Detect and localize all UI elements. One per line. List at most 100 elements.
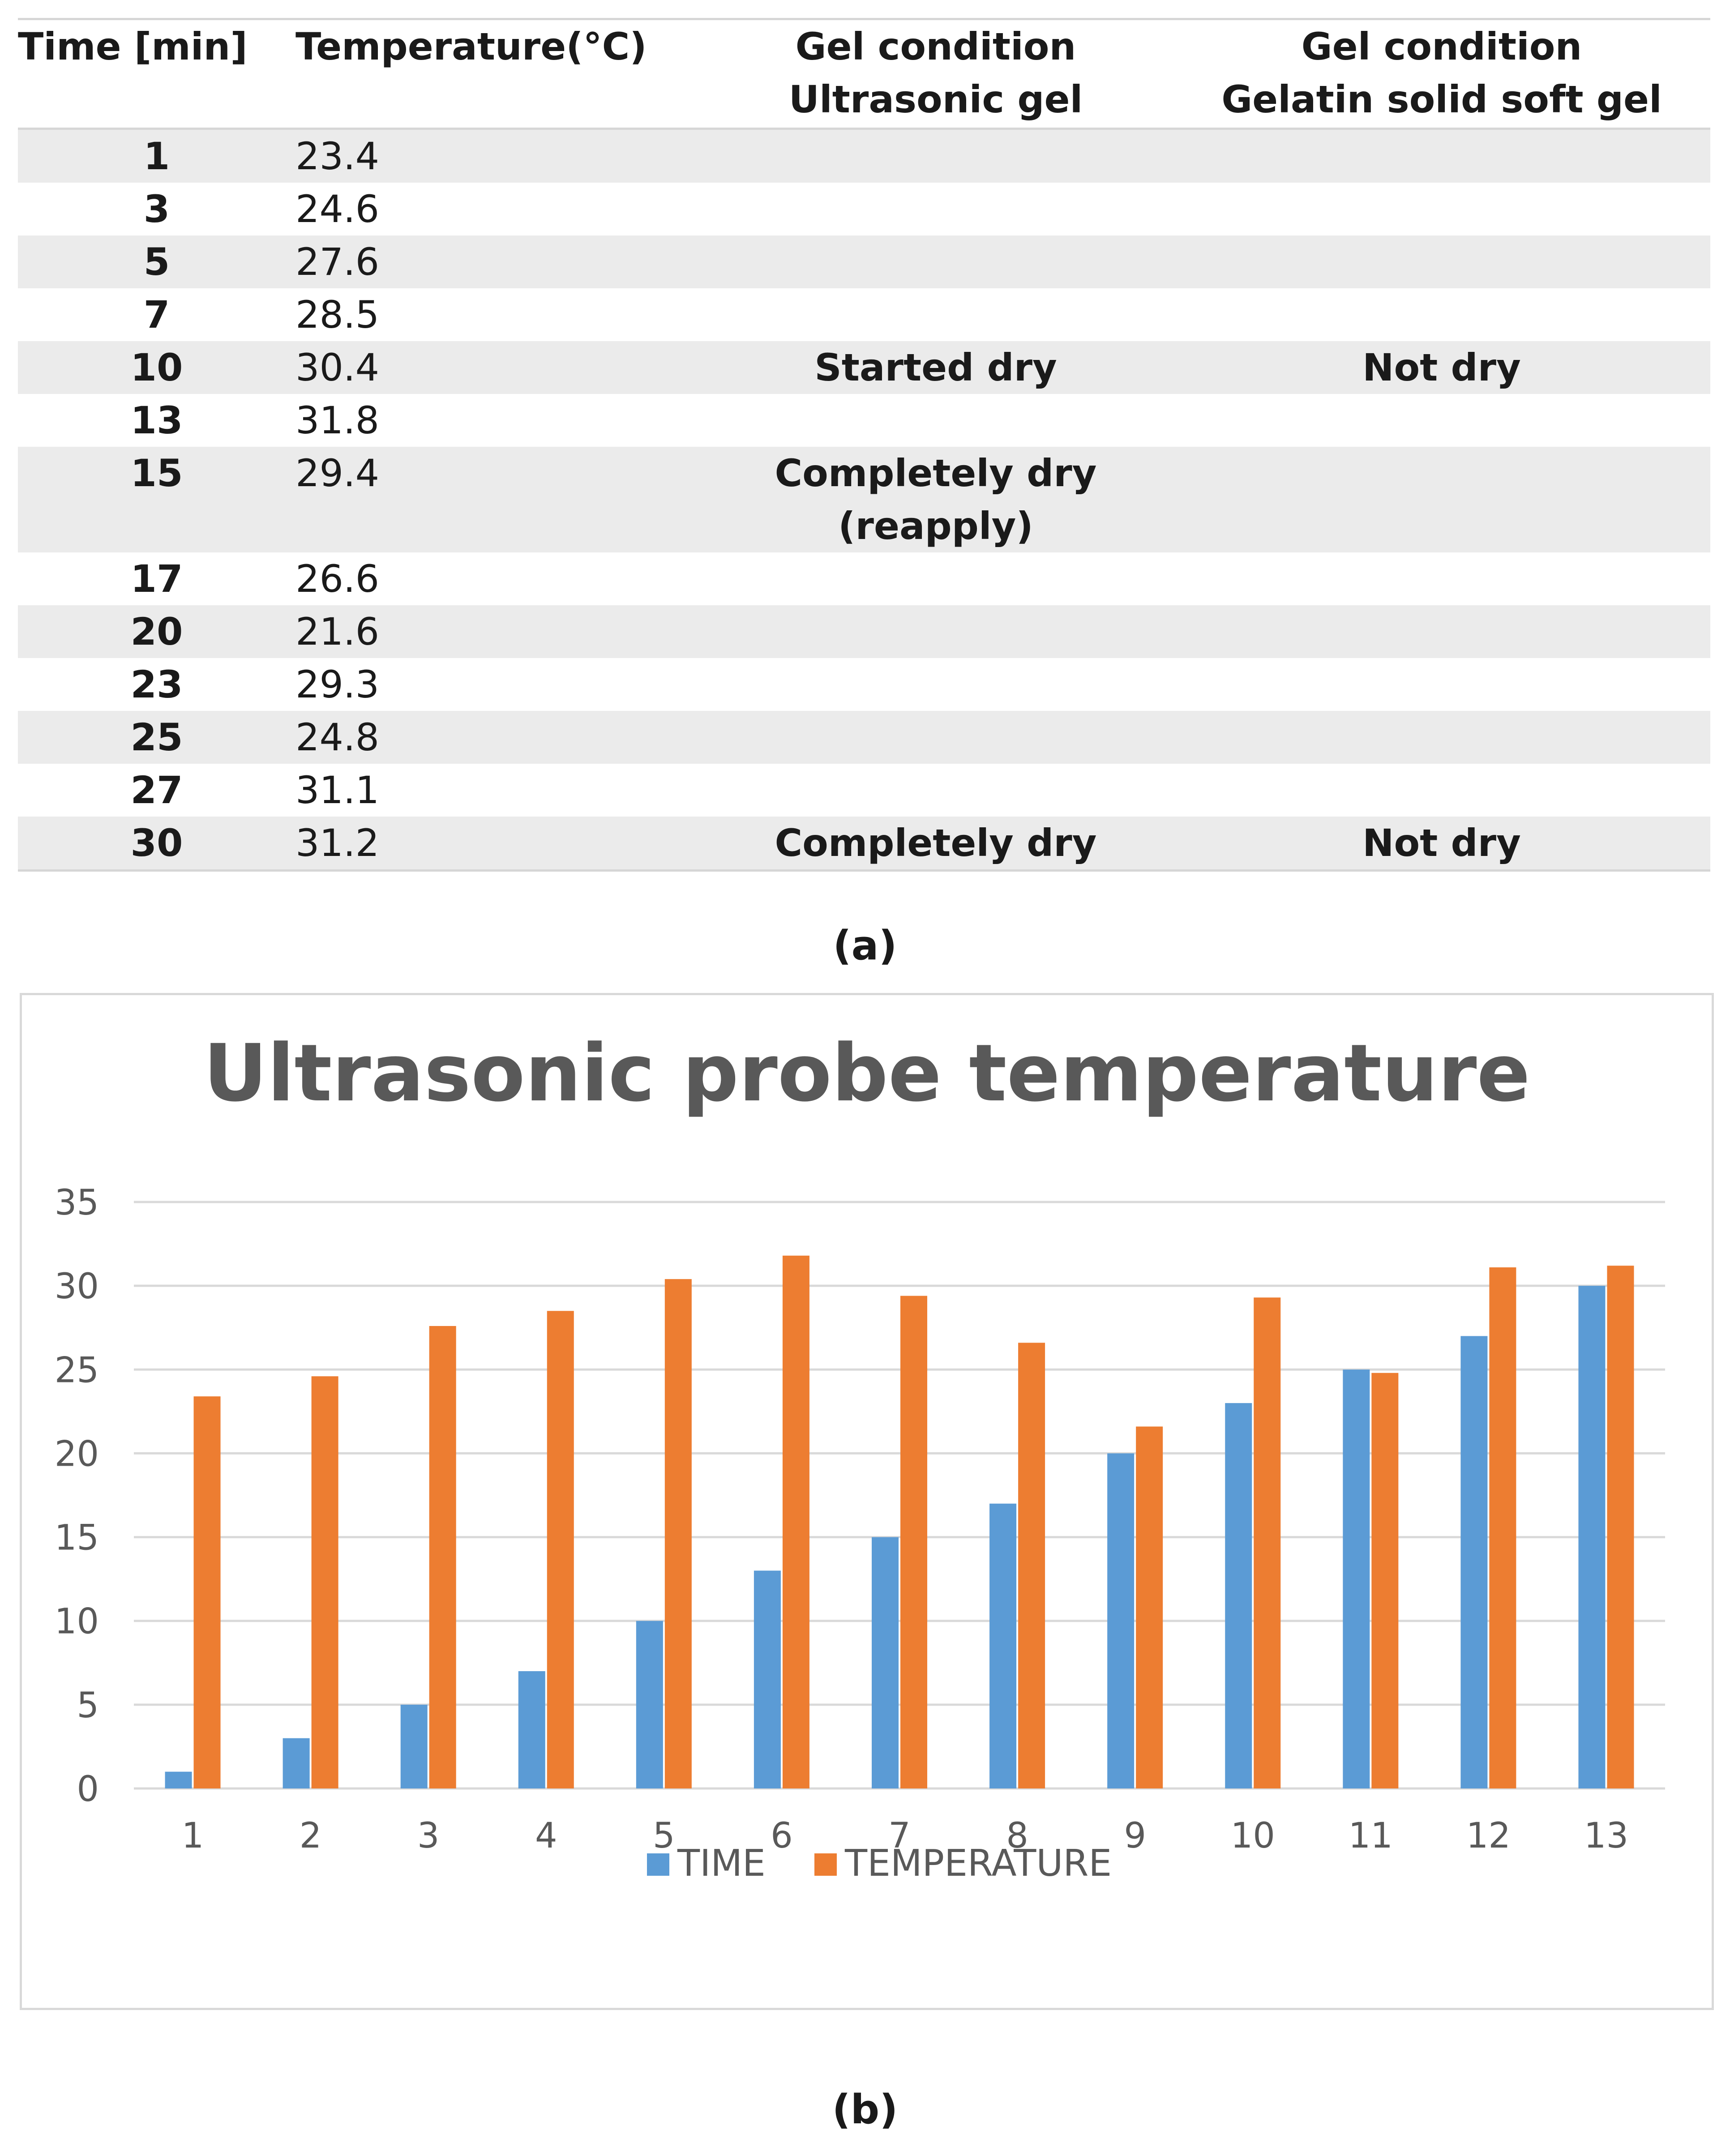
chart-title: Ultrasonic probe temperature [203,1027,1530,1119]
cell-ultrasonic-gel [698,658,1173,711]
x-tick-label: 11 [1349,1816,1393,1856]
cell-time: 23 [130,663,183,706]
x-tick-label: 6 [771,1816,793,1856]
cell-temperature: 23.4 [295,134,380,178]
table-row: 23 29.3 [18,658,1710,711]
bar-temperature [311,1376,338,1788]
cell-temperature: 28.5 [295,293,380,337]
bar-time [989,1503,1017,1788]
bar-time [1225,1403,1252,1788]
cell-time: 20 [130,610,183,654]
bar-time [283,1738,310,1788]
bar-temperature [1136,1426,1163,1788]
cell-gelatin-gel [1173,605,1710,658]
cell-time: 25 [130,715,183,759]
x-tick-label: 3 [417,1816,440,1856]
bar-temperature [1607,1266,1634,1788]
cell-temperature: 27.6 [295,240,380,284]
cell-temperature: 30.4 [295,346,380,389]
cell-gelatin-gel [1173,764,1710,817]
bar-temperature [1254,1297,1281,1788]
y-tick-label: 25 [55,1350,99,1390]
bar-chart: Ultrasonic probe temperature051015202530… [55,1027,1665,1885]
bar-time [872,1537,899,1788]
cell-time: 13 [130,398,183,442]
bar-temperature [1018,1343,1045,1788]
y-tick-label: 35 [55,1183,99,1223]
cell-gelatin-gel: Not dry [1362,346,1521,389]
bar-temperature [429,1326,456,1788]
cell-temperature: 24.6 [295,187,380,231]
cell-temperature: 31.2 [295,821,380,865]
cell-gelatin-gel [1173,711,1710,764]
x-tick-label: 13 [1584,1816,1628,1856]
bar-temperature [664,1279,692,1788]
cell-time: 30 [130,821,183,865]
cell-gelatin-gel [1173,394,1710,447]
cell-ultrasonic-gel: Completely dry (reapply) [775,451,1097,548]
table-row: 10 30.4 Started dry Not dry [18,341,1710,394]
bar-time [518,1671,545,1788]
x-tick-label: 5 [653,1816,675,1856]
table-row: 7 28.5 [18,288,1710,341]
legend-time-swatch [647,1853,669,1876]
cell-ultrasonic-gel [698,552,1173,605]
cell-ultrasonic-gel: Started dry [814,346,1057,389]
x-tick-label: 10 [1231,1816,1275,1856]
x-tick-label: 2 [300,1816,322,1856]
cell-time: 7 [143,293,170,337]
bar-time [165,1771,192,1788]
cell-gelatin-gel [1173,235,1710,288]
chart-container: Ultrasonic probe temperature 0 5 10 15 20 25 30… [20,993,1714,2010]
bar-temperature [193,1396,221,1788]
x-tick-label: 4 [535,1816,557,1856]
cell-ultrasonic-gel [698,288,1173,341]
table-row: 30 31.2 Completely dry Not dry [18,817,1710,871]
x-tick-label: 9 [1124,1816,1146,1856]
bar-time [754,1570,781,1788]
cell-time: 10 [130,346,183,389]
y-tick-label: 0 [77,1769,99,1810]
y-tick-label: 5 [77,1685,99,1726]
cell-ultrasonic-gel [698,711,1173,764]
bar-time [1460,1336,1488,1788]
cell-ultrasonic-gel: Completely dry [775,821,1097,865]
measurement-table: Time [min] Temperature(°C) Gel condition… [18,18,1710,872]
cell-gelatin-gel [1173,288,1710,341]
cell-temperature: 29.4 [295,451,380,495]
cell-gelatin-gel [1173,552,1710,605]
bar-temperature [547,1311,574,1788]
cell-ultrasonic-gel [698,183,1173,235]
cell-ultrasonic-gel [698,605,1173,658]
bar-time [1343,1369,1370,1788]
x-tick-label: 7 [888,1816,911,1856]
x-tick-label: 8 [1006,1816,1028,1856]
legend-temperature-label: TEMPERATURE [844,1842,1112,1885]
cell-gelatin-gel [1173,447,1710,552]
table-row: 27 31.1 [18,764,1710,817]
y-tick-label: 15 [55,1518,99,1558]
cell-temperature: 26.6 [295,557,380,601]
table-row: 5 27.6 [18,235,1710,288]
cell-time: 17 [130,557,183,601]
header-time: Time [min] [18,25,248,68]
cell-time: 15 [130,451,183,495]
bar-time [636,1621,663,1788]
table-row: 3 24.6 [18,183,1710,235]
table-header-row: Time [min] Temperature(°C) Gel condition… [18,19,1710,129]
cell-time: 5 [143,240,170,284]
data-table-section: Time [min] Temperature(°C) Gel condition… [18,18,1710,872]
cell-temperature: 31.1 [295,768,380,812]
y-tick-label: 20 [55,1434,99,1474]
cell-ultrasonic-gel [698,129,1173,183]
legend-temperature-swatch [814,1853,837,1876]
cell-temperature: 31.8 [295,398,380,442]
header-gelatin-gel: Gel condition Gelatin solid soft gel [1221,25,1662,121]
header-ultrasonic-gel: Gel condition Ultrasonic gel [788,25,1083,121]
cell-gelatin-gel [1173,658,1710,711]
bar-time [1107,1453,1135,1788]
table-row: 15 29.4 Completely dry (reapply) [18,447,1710,552]
bar-time [400,1704,428,1788]
cell-time: 3 [143,187,170,231]
caption-a: (a) [833,922,897,969]
